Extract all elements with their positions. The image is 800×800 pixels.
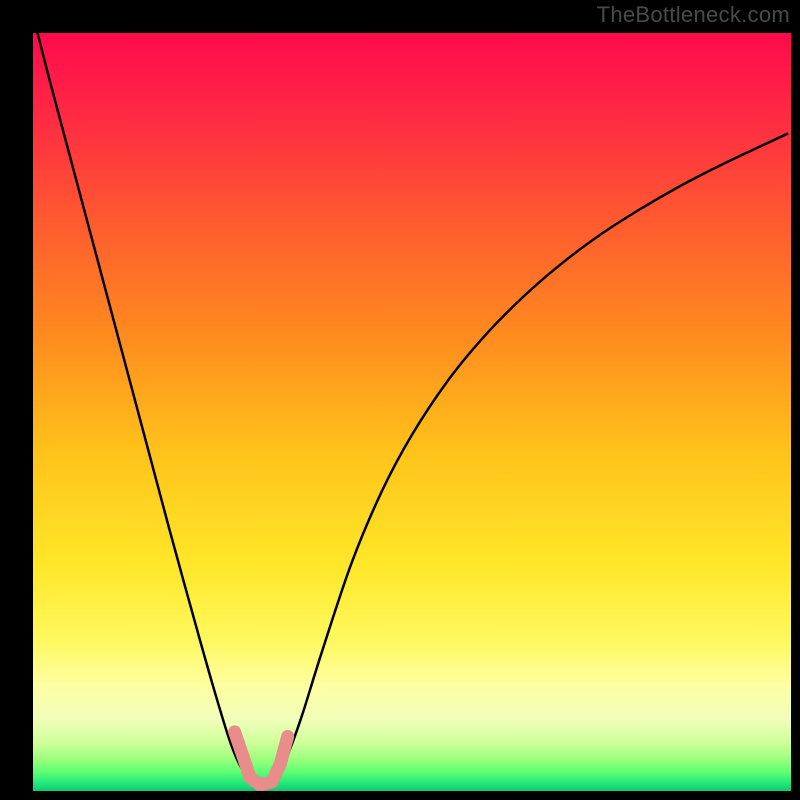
plot-area [33,33,791,791]
bottleneck-curve [38,33,788,790]
chart-svg [33,33,791,791]
chart-frame: TheBottleneck.com [0,0,800,800]
watermark-label: TheBottleneck.com [597,2,790,28]
trough-marker-segment [280,736,288,764]
